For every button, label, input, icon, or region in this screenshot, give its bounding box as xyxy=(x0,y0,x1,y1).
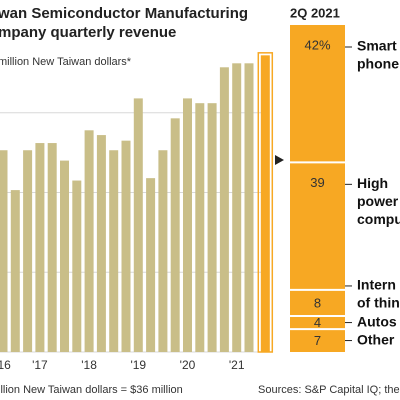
bar xyxy=(47,143,57,352)
chart-title: mpany quarterly revenue xyxy=(0,24,176,41)
value-label: 42% xyxy=(304,37,330,52)
segment-label: phone xyxy=(357,56,399,72)
bar xyxy=(84,130,94,352)
x-tick-label: '20 xyxy=(180,358,196,372)
bar xyxy=(170,118,180,353)
x-tick-label: '19 xyxy=(130,358,146,372)
bar xyxy=(195,103,205,353)
bar xyxy=(260,55,270,353)
segment xyxy=(290,25,345,163)
value-label: 8 xyxy=(314,295,321,310)
bar xyxy=(158,150,168,352)
segment-label: Smart xyxy=(357,38,397,54)
x-tick-label: '17 xyxy=(32,358,48,372)
segment xyxy=(290,289,345,317)
bar xyxy=(96,135,106,352)
bar xyxy=(23,150,33,352)
chart-title: wan Semiconductor Manufacturing xyxy=(0,5,248,22)
bar xyxy=(121,140,131,352)
arrow xyxy=(275,155,284,165)
segment-label: compu xyxy=(357,211,400,227)
value-label: 7 xyxy=(314,333,321,348)
bar xyxy=(207,103,217,353)
footnote: illion New Taiwan dollars = $36 million xyxy=(0,384,183,396)
bar xyxy=(60,160,69,352)
bar xyxy=(109,150,119,352)
x-tick-label: '18 xyxy=(81,358,97,372)
highlight-outline xyxy=(257,52,274,353)
bar xyxy=(232,63,242,353)
bar xyxy=(72,180,82,352)
y-axis-label: million New Taiwan dollars* xyxy=(0,56,132,68)
segment-label: High xyxy=(357,175,388,191)
segment-label: power xyxy=(357,193,399,209)
segment-label: Other xyxy=(357,331,395,347)
bar xyxy=(183,98,192,353)
x-tick-label: '16 xyxy=(0,358,11,372)
segment xyxy=(290,316,345,330)
bar xyxy=(35,143,45,352)
bar xyxy=(146,178,156,352)
bar xyxy=(0,150,8,352)
panel-title: 2Q 2021 xyxy=(290,5,340,20)
segment xyxy=(290,329,345,352)
value-label: 39 xyxy=(310,175,324,190)
value-label: 4 xyxy=(314,315,321,330)
segment xyxy=(290,162,345,290)
bar xyxy=(133,98,143,353)
bar xyxy=(219,67,229,352)
segment-label: of thin xyxy=(357,295,400,311)
x-tick-label: '21 xyxy=(229,358,245,372)
segment-label: Intern xyxy=(357,277,396,293)
segment-label: Autos xyxy=(357,313,397,329)
bar xyxy=(244,63,254,353)
bar xyxy=(10,190,20,352)
source: Sources: S&P Capital IQ; the co xyxy=(258,384,400,396)
